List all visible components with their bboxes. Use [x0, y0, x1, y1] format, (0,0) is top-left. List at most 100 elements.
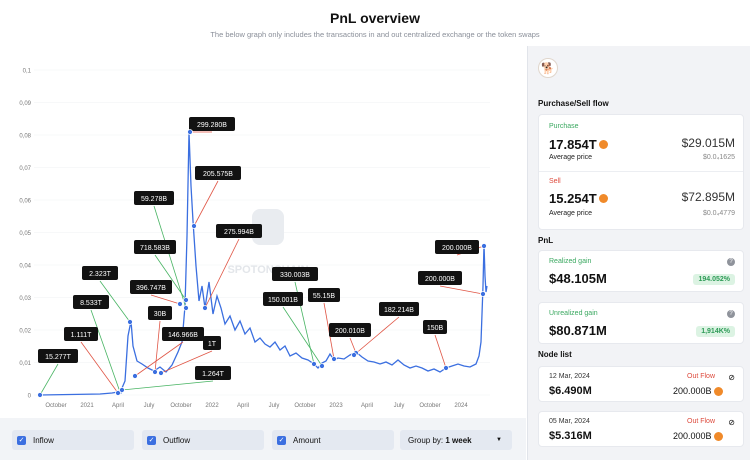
- data-point: [132, 373, 138, 379]
- annotation-box: [272, 267, 318, 281]
- annotation-box: [189, 117, 235, 131]
- y-tick-label: 0,07: [19, 166, 31, 172]
- data-point: [37, 392, 43, 398]
- data-point: [119, 387, 125, 393]
- annotation-connector: [80, 341, 119, 394]
- info-icon[interactable]: ?: [727, 310, 735, 318]
- annotation-box: [38, 349, 78, 363]
- annotation-label: 200.000B: [442, 245, 472, 252]
- annotation-label: 200.010B: [335, 328, 365, 335]
- annotation-box: [134, 240, 176, 254]
- annotation-box: [130, 280, 172, 294]
- annotation-connector: [439, 285, 484, 295]
- inflow-checkbox-icon: ✓: [17, 435, 26, 445]
- data-point: [331, 356, 337, 362]
- data-point: [183, 305, 189, 311]
- data-point: [480, 291, 486, 297]
- pnl-chart-svg: 0,1 0,09 0,08 0,07 0,06 0,05 0,04 0,03 0,02 0,01 0…: [19, 69, 490, 409]
- annotation-label: 2.323T: [89, 271, 112, 278]
- annotation-box: [195, 166, 241, 180]
- outflow-label: Outflow: [163, 435, 191, 445]
- data-point: [127, 319, 133, 325]
- annotation-connector: [282, 306, 323, 367]
- node-flow: Out Flow: [687, 373, 716, 380]
- sell-usd: $72.895M: [681, 190, 735, 204]
- data-point: [177, 301, 183, 307]
- realized-gain-card: Realized gain ? $48.105M 194.052%: [538, 250, 744, 292]
- annotation-box: [162, 327, 204, 341]
- annotation-label: 200.000B: [425, 276, 455, 283]
- realized-label: Realized gain: [549, 258, 592, 265]
- annotation-label: 59.278B: [141, 196, 167, 203]
- outflow-checkbox-icon: ✓: [147, 435, 156, 445]
- eye-off-icon[interactable]: ⊘: [728, 418, 735, 427]
- annotation-box: [134, 191, 174, 205]
- page-title: PnL overview: [329, 10, 420, 26]
- annotation-box: [148, 306, 172, 320]
- data-point: [319, 363, 325, 369]
- page-subtitle: The below graph only includes the transa…: [210, 30, 540, 39]
- node-list-item[interactable]: 05 Mar, 2024 Out Flow ⊘ $5.316M 200.000B: [538, 411, 744, 447]
- annotation-box: [82, 266, 118, 280]
- annotation-box: [418, 271, 462, 285]
- node-list-title: Node list: [538, 350, 572, 359]
- annotation-label: 396.747B: [136, 285, 166, 292]
- data-point: [191, 223, 197, 229]
- annotation-box: [216, 224, 262, 238]
- group-by-prefix: Group by:: [408, 435, 444, 445]
- x-tick-label: April: [361, 403, 373, 409]
- sell-avg-label: Average price: [549, 210, 593, 217]
- node-amount-row: 200.000B: [673, 431, 723, 442]
- node-amount-row: 200.000B: [673, 386, 723, 397]
- annotation-label: 1.111T: [71, 332, 92, 339]
- x-tick-label: October: [419, 403, 440, 409]
- x-tick-label: October: [170, 403, 191, 409]
- annotation-box: [64, 327, 98, 341]
- token-icon: [598, 140, 608, 150]
- y-tick-label: 0,06: [19, 199, 31, 205]
- eye-off-icon[interactable]: ⊘: [728, 373, 735, 382]
- data-point: [481, 243, 487, 249]
- annotation-label: 15.277T: [45, 354, 71, 361]
- realized-value: $48.105M: [549, 271, 607, 286]
- x-tick-label: April: [237, 403, 249, 409]
- y-tick-label: 0,01: [19, 361, 31, 367]
- annotation-connector: [154, 254, 187, 301]
- purchase-amount: 17.854T: [549, 137, 597, 152]
- amount-toggle[interactable]: ✓ Amount: [272, 430, 394, 450]
- unrealized-gain-card: Unrealized gain ? $80.871M 1,914K%: [538, 302, 744, 344]
- y-tick-label: 0,1: [23, 69, 32, 75]
- y-tick-label: 0,02: [19, 329, 31, 335]
- annotation-label: 1.264T: [202, 371, 225, 378]
- group-by-select[interactable]: Group by: 1 week ▼: [400, 430, 512, 450]
- annotation-label: 182.214B: [384, 307, 414, 314]
- x-tick-label: 2022: [205, 403, 219, 409]
- pnl-chart[interactable]: 0,1 0,09 0,08 0,07 0,06 0,05 0,04 0,03 0,02 0,01 0…: [0, 46, 526, 418]
- node-usd: $6.490M: [549, 385, 592, 397]
- annotation-label: 299.280B: [197, 122, 227, 129]
- realized-pct-badge: 194.052%: [693, 274, 735, 285]
- annotation-connector: [153, 205, 187, 309]
- unrealized-value: $80.871M: [549, 323, 607, 338]
- sell-avg-value: $0.0₄4779: [702, 210, 735, 217]
- annotation-box: [329, 323, 371, 337]
- purchase-amount-row: 17.854T: [549, 136, 608, 154]
- node-date: 12 Mar, 2024: [549, 373, 590, 380]
- page-header: PnL overview The below graph only includ…: [0, 0, 750, 46]
- annotation-label: 30B: [154, 311, 167, 318]
- node-amount: 200.000B: [673, 431, 712, 441]
- node-date: 05 Mar, 2024: [549, 418, 590, 425]
- outflow-toggle[interactable]: ✓ Outflow: [142, 430, 264, 450]
- annotation-label: 150.001B: [268, 297, 298, 304]
- purchase-avg-value: $0.0₄1625: [702, 154, 735, 161]
- token-icon: [713, 432, 723, 442]
- node-list-item[interactable]: 12 Mar, 2024 Out Flow ⊘ $6.490M 200.000B: [538, 366, 744, 402]
- inflow-toggle[interactable]: ✓ Inflow: [12, 430, 134, 450]
- annotation-box: [263, 292, 303, 306]
- annotation-connector: [353, 316, 400, 356]
- data-point: [187, 129, 193, 135]
- y-tick-label: 0,04: [19, 264, 31, 270]
- data-point: [115, 390, 121, 396]
- annotation-connector: [39, 363, 59, 396]
- info-icon[interactable]: ?: [727, 258, 735, 266]
